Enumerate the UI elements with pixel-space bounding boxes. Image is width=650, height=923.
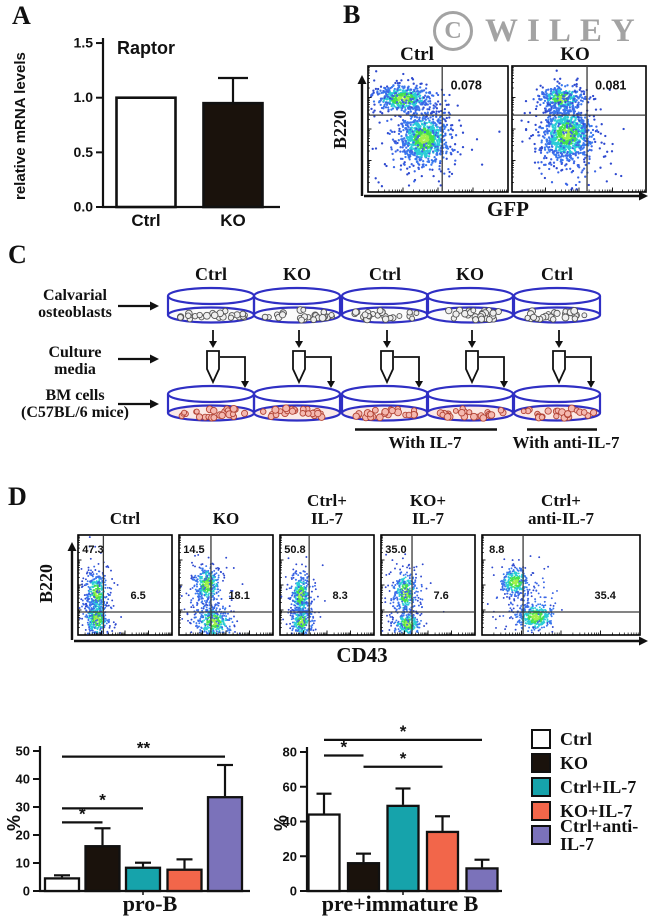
flow-d-title-1: KO: [212, 509, 240, 528]
chart-raptor: 0.0 0.5 1.0 1.5 Ctrl KO: [74, 35, 280, 230]
bar-Ctrl: [307, 813, 341, 893]
preb-chart-x-label: pre+immature B: [321, 891, 479, 916]
flow-plot-Ctrl: 0.078: [367, 65, 509, 193]
flow-d-title-0: Ctrl: [109, 509, 141, 528]
legend-item-0: Ctrl: [531, 728, 650, 749]
bar-KO: [346, 862, 381, 893]
panel-d-label: D: [8, 482, 27, 511]
legend-label: Ctrl+anti-IL-7: [560, 815, 639, 854]
svg-text:KO: KO: [220, 211, 246, 230]
svg-text:18.1: 18.1: [228, 590, 249, 602]
svg-text:1.5: 1.5: [74, 35, 94, 51]
panel-a-y-axis-label: relative mRNA levels: [12, 52, 29, 200]
legend-swatch: [531, 728, 551, 749]
panel-b-x-axis-label: GFP: [487, 197, 529, 221]
bar-Ctrl+anti-IL-7: [206, 796, 244, 893]
svg-text:0.0: 0.0: [74, 199, 94, 215]
panel-d-y-axis-label: B220: [36, 563, 56, 603]
dish-label-3: Ctrl: [369, 264, 401, 284]
legend-item-4: Ctrl+anti-IL-7: [531, 817, 650, 853]
experiment-column: [425, 286, 515, 422]
flow-plot-KO+IL-7: 35.07.6: [380, 534, 476, 636]
prob-chart-x-label: pro-B: [122, 891, 178, 916]
legend-swatch: [531, 776, 551, 797]
bar-Ctrl+anti-IL-7: [465, 867, 499, 893]
watermark-text: WILEY: [485, 12, 644, 49]
bar-Ctrl: [115, 96, 177, 209]
svg-text:0.081: 0.081: [595, 78, 626, 92]
panel-c-label: C: [8, 240, 27, 269]
prob-chart-y-label: %: [4, 815, 24, 832]
preb-chart-y-label: %: [271, 815, 291, 832]
experiment-column: [512, 286, 602, 422]
panel-a-chart-title: Raptor: [117, 38, 175, 58]
svg-text:1.0: 1.0: [74, 89, 94, 105]
dish-label-4: KO: [455, 264, 484, 284]
wiley-watermark: C WILEY: [433, 11, 644, 51]
experiment-column: [252, 286, 342, 422]
legend-swatch: [531, 800, 551, 821]
legend-item-2: Ctrl+IL-7: [531, 776, 650, 797]
row-label-bm-cells: BM cells (C57BL/6 mice): [21, 387, 129, 421]
bar-Ctrl+IL-7: [386, 804, 420, 893]
legend-swatch: [531, 752, 551, 773]
experiment-column: [166, 286, 256, 422]
flow-plot-Ctrl: 47.3 6.5: [77, 534, 173, 636]
bar-KO: [84, 845, 121, 893]
group-label-with-il7: With IL-7: [388, 433, 462, 452]
dish-label-2: KO: [282, 264, 311, 284]
row-label-culture-media: Culture media: [48, 344, 102, 378]
legend-swatch: [531, 824, 551, 845]
legend-item-1: KO: [531, 752, 650, 773]
flow-flow_d: 47.3 6.5 14.5 18.1 50.88.335.07.68.835.4: [67, 534, 648, 646]
chart-legend: Ctrl KO Ctrl+IL-7 KO+IL-7 Ctrl+anti-IL-7: [531, 728, 650, 853]
svg-text:6.5: 6.5: [131, 590, 146, 602]
panel-b-label: B: [343, 0, 361, 29]
copyright-icon: C: [433, 11, 473, 51]
group-label-with-anti-il7: With anti-IL-7: [512, 433, 620, 452]
bar-KO: [202, 101, 264, 209]
legend-label: Ctrl+IL-7: [560, 776, 637, 797]
flow-flow_b: 0.078 0.081: [357, 65, 648, 201]
dish-label-5: Ctrl: [541, 264, 573, 284]
flow-d-title-4: Ctrl+ anti-IL-7: [527, 491, 595, 528]
flow-plot-KO: 14.5 18.1: [178, 534, 274, 636]
panel-a-label: A: [12, 1, 31, 30]
svg-text:0.078: 0.078: [451, 78, 482, 92]
svg-text:47.3: 47.3: [82, 544, 103, 556]
legend-label: Ctrl: [560, 728, 592, 749]
bar-KO+IL-7: [166, 868, 203, 893]
experiment-column: [340, 286, 430, 422]
svg-text:0.5: 0.5: [74, 144, 94, 160]
bar-KO+IL-7: [425, 830, 460, 893]
flow-plot-Ctrl+anti-IL-7: 8.835.4: [481, 534, 641, 636]
legend-label: KO+IL-7: [560, 800, 633, 821]
flow-plot-KO: 0.081: [511, 65, 647, 193]
panel-b-y-axis-label: B220: [330, 109, 350, 149]
row-label-calvarial-osteoblasts: Calvarial osteoblasts: [38, 287, 112, 321]
bar-Ctrl+IL-7: [124, 866, 162, 893]
flow-plot-Ctrl+IL-7: 50.88.3: [279, 534, 375, 636]
flow-b-title-ctrl: Ctrl: [400, 44, 434, 65]
panel-d-x-axis-label: CD43: [336, 643, 388, 667]
panel-c-diagram: [118, 286, 602, 431]
svg-text:Ctrl: Ctrl: [131, 211, 160, 230]
legend-item-3: KO+IL-7: [531, 800, 650, 821]
flow-d-title-3: KO+ IL-7: [409, 491, 447, 528]
bar-Ctrl: [43, 877, 81, 893]
flow-b-title-ko: KO: [560, 44, 590, 65]
svg-text:14.5: 14.5: [183, 544, 204, 556]
flow-d-title-2: Ctrl+ IL-7: [307, 491, 347, 528]
legend-label: KO: [560, 752, 589, 773]
dish-label-1: Ctrl: [195, 264, 227, 284]
